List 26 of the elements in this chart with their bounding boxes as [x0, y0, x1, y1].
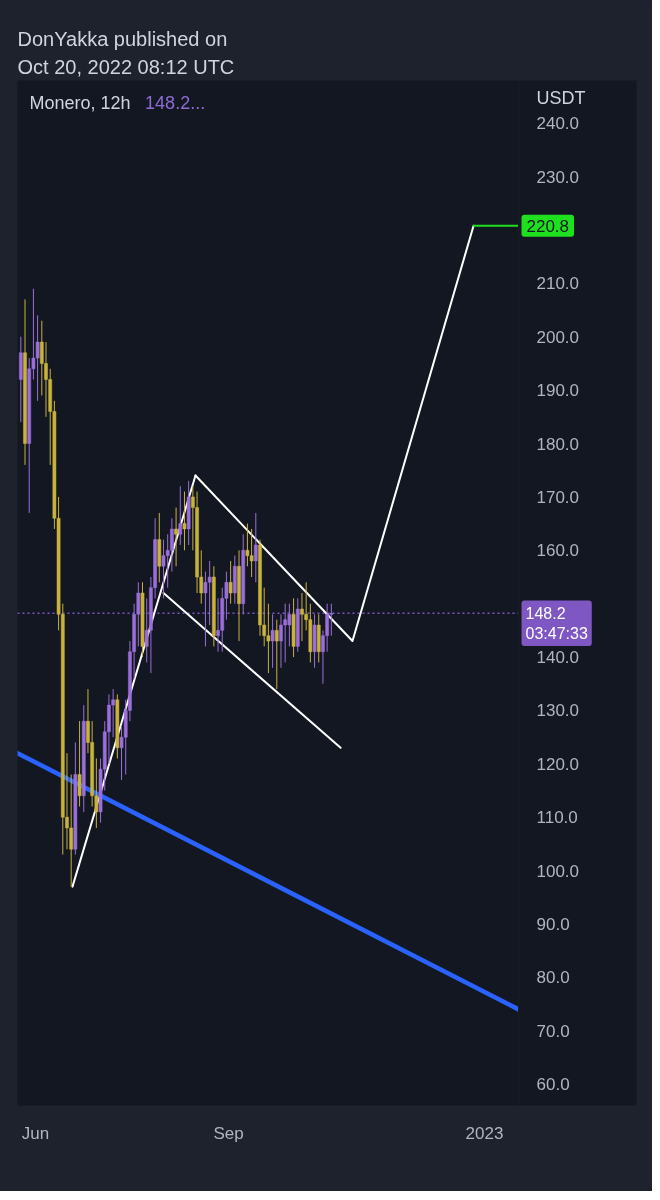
x-tick-label: Jun [21, 1123, 50, 1143]
y-tick-label: 240.0 [536, 114, 580, 134]
y-tick-label: 80.0 [536, 968, 570, 988]
ref-line-label: 148.2 03:47:33 [525, 604, 588, 642]
annotation: 148.2... [145, 93, 206, 113]
y-tick-label: 110.0 [536, 808, 578, 828]
y-tick-label: 210.0 [536, 274, 580, 294]
y-tick-label: 60.0 [536, 1075, 570, 1095]
text: Monero, 12h [29, 92, 131, 113]
y-tick-label: 70.0 [536, 1021, 570, 1041]
y-tick-label: 170.0 [536, 487, 580, 507]
y-tick-label: 200.0 [536, 327, 580, 347]
y-tick-label: 120.0 [536, 754, 580, 774]
y-tick-label: 130.0 [536, 701, 580, 721]
y-tick-label: 140.0 [536, 648, 580, 668]
y-tick-label: 90.0 [536, 914, 570, 934]
x-tick-label: Sep [213, 1123, 244, 1143]
y-tick-label: 160.0 [536, 541, 580, 561]
y-tick-label: 190.0 [536, 381, 580, 401]
data-label: 220.8 [526, 216, 570, 236]
y-axis-title: USDT [536, 87, 586, 108]
x-tick-label: 2023 [465, 1123, 504, 1143]
y-tick-label: 230.0 [536, 167, 580, 187]
y-tick-label: 100.0 [536, 861, 580, 881]
chart-title: DonYakka published on Oct 20, 2022 08:12 UTC [17, 27, 235, 79]
y-tick-label: 180.0 [536, 434, 580, 454]
